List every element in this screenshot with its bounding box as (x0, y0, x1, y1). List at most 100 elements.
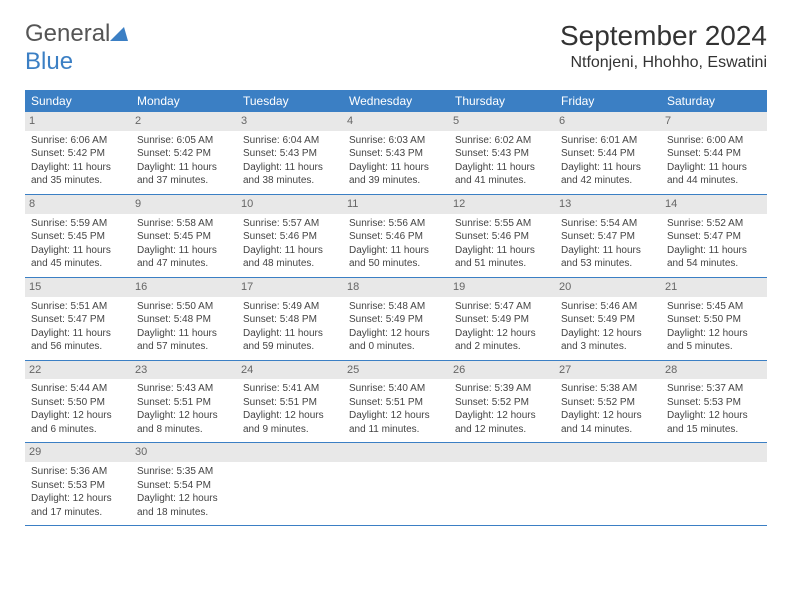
day-number: 17 (237, 278, 343, 297)
sunset-line: Sunset: 5:48 PM (243, 313, 337, 327)
calendar-day-cell: 11Sunrise: 5:56 AMSunset: 5:46 PMDayligh… (343, 194, 449, 277)
daylight-line: Daylight: 11 hours and 53 minutes. (561, 244, 655, 271)
weekday-header: Tuesday (237, 90, 343, 112)
day-number: 15 (25, 278, 131, 297)
title-block: September 2024 Ntfonjeni, Hhohho, Eswati… (560, 20, 767, 72)
sunrise-line: Sunrise: 5:45 AM (667, 300, 761, 314)
weekday-header: Sunday (25, 90, 131, 112)
sunset-line: Sunset: 5:53 PM (667, 396, 761, 410)
brand-part1: General (25, 20, 110, 47)
sunset-line: Sunset: 5:49 PM (455, 313, 549, 327)
brand-text: GeneralBlue (25, 20, 128, 76)
calendar-day-cell: 26Sunrise: 5:39 AMSunset: 5:52 PMDayligh… (449, 360, 555, 443)
daylight-line: Daylight: 11 hours and 51 minutes. (455, 244, 549, 271)
sunrise-line: Sunrise: 5:51 AM (31, 300, 125, 314)
daylight-line: Daylight: 11 hours and 38 minutes. (243, 161, 337, 188)
sunrise-line: Sunrise: 5:49 AM (243, 300, 337, 314)
daylight-line: Daylight: 11 hours and 56 minutes. (31, 327, 125, 354)
sunset-line: Sunset: 5:47 PM (31, 313, 125, 327)
calendar-empty-cell (555, 443, 661, 526)
day-number: 8 (25, 195, 131, 214)
calendar-day-cell: 20Sunrise: 5:46 AMSunset: 5:49 PMDayligh… (555, 277, 661, 360)
calendar-page: GeneralBlue September 2024 Ntfonjeni, Hh… (0, 0, 792, 546)
sunrise-line: Sunrise: 6:06 AM (31, 134, 125, 148)
calendar-day-cell: 17Sunrise: 5:49 AMSunset: 5:48 PMDayligh… (237, 277, 343, 360)
daylight-line: Daylight: 11 hours and 39 minutes. (349, 161, 443, 188)
calendar-day-cell: 13Sunrise: 5:54 AMSunset: 5:47 PMDayligh… (555, 194, 661, 277)
daylight-line: Daylight: 12 hours and 17 minutes. (31, 492, 125, 519)
weekday-header: Saturday (661, 90, 767, 112)
calendar-day-cell: 28Sunrise: 5:37 AMSunset: 5:53 PMDayligh… (661, 360, 767, 443)
calendar-body: 1Sunrise: 6:06 AMSunset: 5:42 PMDaylight… (25, 112, 767, 526)
sunset-line: Sunset: 5:43 PM (243, 147, 337, 161)
sunrise-line: Sunrise: 5:35 AM (137, 465, 231, 479)
sunrise-line: Sunrise: 5:39 AM (455, 382, 549, 396)
calendar-day-cell: 1Sunrise: 6:06 AMSunset: 5:42 PMDaylight… (25, 112, 131, 194)
calendar-day-cell: 12Sunrise: 5:55 AMSunset: 5:46 PMDayligh… (449, 194, 555, 277)
sunset-line: Sunset: 5:48 PM (137, 313, 231, 327)
daylight-line: Daylight: 11 hours and 45 minutes. (31, 244, 125, 271)
sunset-line: Sunset: 5:50 PM (667, 313, 761, 327)
day-number: 10 (237, 195, 343, 214)
calendar-day-cell: 30Sunrise: 5:35 AMSunset: 5:54 PMDayligh… (131, 443, 237, 526)
weekday-header: Friday (555, 90, 661, 112)
calendar-table: SundayMondayTuesdayWednesdayThursdayFrid… (25, 90, 767, 526)
daylight-line: Daylight: 11 hours and 35 minutes. (31, 161, 125, 188)
daylight-line: Daylight: 12 hours and 8 minutes. (137, 409, 231, 436)
calendar-day-cell: 19Sunrise: 5:47 AMSunset: 5:49 PMDayligh… (449, 277, 555, 360)
day-number: 21 (661, 278, 767, 297)
daylight-line: Daylight: 12 hours and 12 minutes. (455, 409, 549, 436)
daylight-line: Daylight: 12 hours and 11 minutes. (349, 409, 443, 436)
sunset-line: Sunset: 5:50 PM (31, 396, 125, 410)
calendar-week-row: 1Sunrise: 6:06 AMSunset: 5:42 PMDaylight… (25, 112, 767, 194)
calendar-day-cell: 3Sunrise: 6:04 AMSunset: 5:43 PMDaylight… (237, 112, 343, 194)
calendar-day-cell: 23Sunrise: 5:43 AMSunset: 5:51 PMDayligh… (131, 360, 237, 443)
daylight-line: Daylight: 12 hours and 9 minutes. (243, 409, 337, 436)
sunset-line: Sunset: 5:49 PM (349, 313, 443, 327)
daylight-line: Daylight: 11 hours and 54 minutes. (667, 244, 761, 271)
sunrise-line: Sunrise: 5:59 AM (31, 217, 125, 231)
sunrise-line: Sunrise: 6:05 AM (137, 134, 231, 148)
calendar-day-cell: 27Sunrise: 5:38 AMSunset: 5:52 PMDayligh… (555, 360, 661, 443)
sunset-line: Sunset: 5:49 PM (561, 313, 655, 327)
sunset-line: Sunset: 5:52 PM (455, 396, 549, 410)
calendar-day-cell: 2Sunrise: 6:05 AMSunset: 5:42 PMDaylight… (131, 112, 237, 194)
calendar-day-cell: 16Sunrise: 5:50 AMSunset: 5:48 PMDayligh… (131, 277, 237, 360)
calendar-empty-cell (661, 443, 767, 526)
sunset-line: Sunset: 5:46 PM (349, 230, 443, 244)
day-number: 27 (555, 361, 661, 380)
sunset-line: Sunset: 5:54 PM (137, 479, 231, 493)
calendar-day-cell: 8 Sunrise: 5:59 AMSunset: 5:45 PMDaylight… (25, 194, 131, 277)
daylight-line: Daylight: 11 hours and 57 minutes. (137, 327, 231, 354)
day-number: 6 (555, 112, 661, 131)
daylight-line: Daylight: 12 hours and 3 minutes. (561, 327, 655, 354)
daylight-line: Daylight: 12 hours and 0 minutes. (349, 327, 443, 354)
day-number: 18 (343, 278, 449, 297)
sunrise-line: Sunrise: 5:46 AM (561, 300, 655, 314)
day-number: 30 (131, 443, 237, 462)
sunset-line: Sunset: 5:42 PM (137, 147, 231, 161)
calendar-head: SundayMondayTuesdayWednesdayThursdayFrid… (25, 90, 767, 112)
sunrise-line: Sunrise: 5:56 AM (349, 217, 443, 231)
day-number: 16 (131, 278, 237, 297)
calendar-day-cell: 6Sunrise: 6:01 AMSunset: 5:44 PMDaylight… (555, 112, 661, 194)
sunset-line: Sunset: 5:46 PM (243, 230, 337, 244)
calendar-day-cell: 7Sunrise: 6:00 AMSunset: 5:44 PMDaylight… (661, 112, 767, 194)
day-number: 5 (449, 112, 555, 131)
day-number: 14 (661, 195, 767, 214)
daylight-line: Daylight: 12 hours and 5 minutes. (667, 327, 761, 354)
sunset-line: Sunset: 5:43 PM (349, 147, 443, 161)
sunset-line: Sunset: 5:51 PM (349, 396, 443, 410)
sunrise-line: Sunrise: 5:36 AM (31, 465, 125, 479)
day-number: 3 (237, 112, 343, 131)
sunrise-line: Sunrise: 5:47 AM (455, 300, 549, 314)
calendar-day-cell: 10Sunrise: 5:57 AMSunset: 5:46 PMDayligh… (237, 194, 343, 277)
sunrise-line: Sunrise: 5:48 AM (349, 300, 443, 314)
calendar-day-cell: 15 Sunrise: 5:51 AMSunset: 5:47 PMDayligh… (25, 277, 131, 360)
sunrise-line: Sunrise: 5:38 AM (561, 382, 655, 396)
sunset-line: Sunset: 5:51 PM (137, 396, 231, 410)
sunset-line: Sunset: 5:44 PM (667, 147, 761, 161)
sunset-line: Sunset: 5:45 PM (31, 230, 125, 244)
day-number: 19 (449, 278, 555, 297)
sunset-line: Sunset: 5:52 PM (561, 396, 655, 410)
